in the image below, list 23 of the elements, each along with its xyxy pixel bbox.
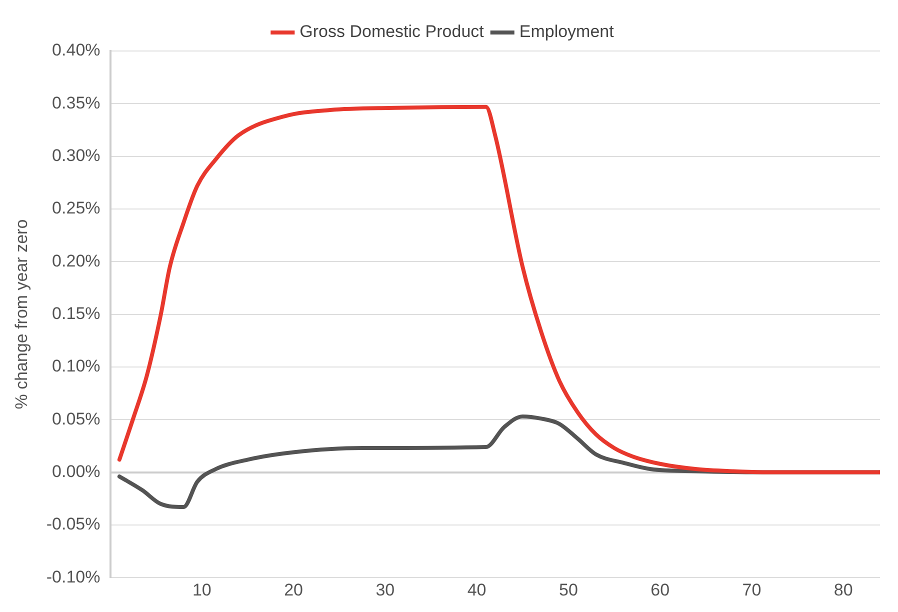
x-tick-label: 60 [650,580,670,600]
y-tick-label: 0.35% [52,93,100,112]
y-tick-label: 0.00% [52,462,100,481]
x-tick-label: 40 [467,580,486,600]
x-tick-label: 30 [376,580,395,600]
legend-label: Employment [519,22,614,42]
y-tick-label: 0.25% [52,198,100,218]
x-tick-label: 50 [558,580,578,600]
x-tick-label: 80 [834,580,853,600]
x-tick-label: 70 [742,580,762,600]
x-tick-label: 10 [192,580,212,600]
y-tick-label: 0.30% [52,146,100,166]
y-tick-label: 0.15% [52,304,100,323]
x-tick-label: 20 [284,580,303,600]
y-tick-label: 0.40% [52,40,100,60]
y-tick-label: 0.20% [52,251,100,270]
line-series [117,104,880,474]
y-tick-label: 0.05% [52,409,100,428]
y-tick-label: -0.10% [46,567,100,586]
y-tick-label: -0.05% [46,514,100,534]
legend-label: Gross Domestic Product [300,22,484,42]
y-axis-title: % change from year zero [12,219,31,410]
y-tick-label: 0.10% [52,356,100,376]
